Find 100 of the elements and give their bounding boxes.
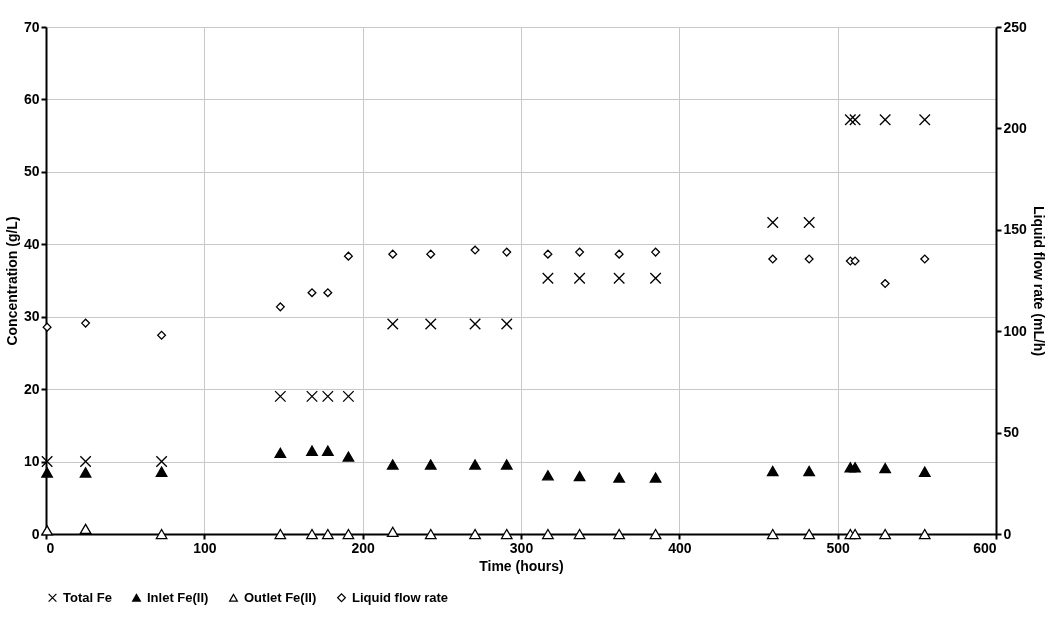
point (573, 272, 586, 285)
point (766, 216, 779, 229)
point (803, 465, 816, 477)
point (79, 523, 92, 535)
point (424, 528, 437, 540)
point (614, 249, 624, 259)
point (649, 472, 662, 483)
point (42, 322, 52, 332)
point (306, 528, 318, 540)
point (768, 254, 778, 264)
y-tick-label: 0 (31, 525, 40, 542)
point (342, 528, 355, 540)
x-tick-label: 100 (193, 539, 217, 556)
x-tick-label: 200 (351, 539, 376, 556)
point (424, 459, 437, 470)
point (542, 272, 554, 285)
point (306, 390, 318, 403)
point (849, 113, 861, 126)
point (155, 528, 168, 540)
point (803, 216, 816, 229)
point (803, 528, 816, 540)
point (573, 528, 586, 540)
x-tick-label: 300 (509, 539, 534, 556)
point (41, 467, 53, 478)
point (613, 272, 626, 285)
point (543, 249, 553, 259)
point (542, 470, 554, 481)
x-tick-label: 600 (973, 539, 997, 556)
point (879, 528, 892, 540)
point (388, 249, 398, 259)
point (469, 459, 481, 470)
point (500, 459, 513, 470)
point (879, 462, 892, 474)
point (470, 245, 480, 255)
point (274, 528, 287, 540)
y2-tick-label: 150 (1003, 221, 1028, 238)
point (849, 462, 861, 473)
point (41, 525, 53, 536)
point (426, 249, 436, 259)
point (321, 528, 334, 540)
point (500, 318, 513, 330)
legend-label: Outlet Fe(II) (244, 589, 317, 605)
point (918, 466, 931, 477)
point (79, 455, 92, 468)
y-tick-label: 50 (23, 163, 40, 180)
legend-label: Inlet Fe(II) (147, 589, 209, 605)
point (844, 113, 857, 126)
point (880, 279, 890, 289)
point (342, 451, 355, 462)
y-axis-title: Concentration (g/L) (3, 216, 20, 346)
point (469, 318, 481, 330)
y2-tick-label: 0 (1003, 525, 1012, 542)
point (41, 455, 53, 468)
point (386, 318, 399, 330)
point (766, 528, 779, 540)
point (502, 247, 512, 257)
point (274, 390, 287, 403)
y-tick-label: 40 (23, 235, 40, 252)
point (155, 466, 168, 477)
point (920, 254, 930, 264)
point (424, 318, 437, 330)
point (613, 472, 626, 483)
point (321, 390, 334, 403)
y2-tick-label: 200 (1003, 119, 1028, 136)
point (321, 445, 334, 456)
point (274, 447, 287, 459)
legend-label: Liquid flow rate (352, 589, 449, 605)
point (307, 288, 317, 298)
point (651, 247, 661, 257)
point (386, 459, 399, 470)
point (850, 256, 860, 266)
y-tick-label: 30 (23, 308, 40, 325)
point (918, 528, 931, 540)
x-axis-title: Time (hours) (479, 557, 564, 574)
point (766, 465, 779, 477)
y-tick-label: 10 (23, 453, 40, 470)
y-tick-label: 60 (23, 90, 40, 107)
point (575, 247, 585, 257)
point (879, 113, 892, 126)
point (342, 390, 355, 403)
point (613, 528, 626, 540)
point (155, 455, 168, 468)
y2-tick-label: 50 (1003, 424, 1020, 441)
x-tick-label: 400 (668, 539, 692, 556)
point (81, 318, 91, 328)
point (157, 330, 167, 340)
point (386, 526, 399, 538)
point (79, 467, 92, 478)
point (469, 528, 481, 540)
point (649, 272, 662, 285)
point (343, 251, 353, 261)
y-tick-label: 20 (23, 380, 40, 397)
x-tick-label: 500 (826, 539, 851, 556)
point (849, 528, 861, 540)
point (500, 528, 513, 540)
point (804, 254, 814, 264)
point (275, 302, 285, 312)
y2-axis-title: Liquid flow rate (mL/h) (1030, 205, 1047, 357)
legend-label: Total Fe (63, 589, 112, 605)
x-tick-label: 0 (46, 539, 55, 556)
